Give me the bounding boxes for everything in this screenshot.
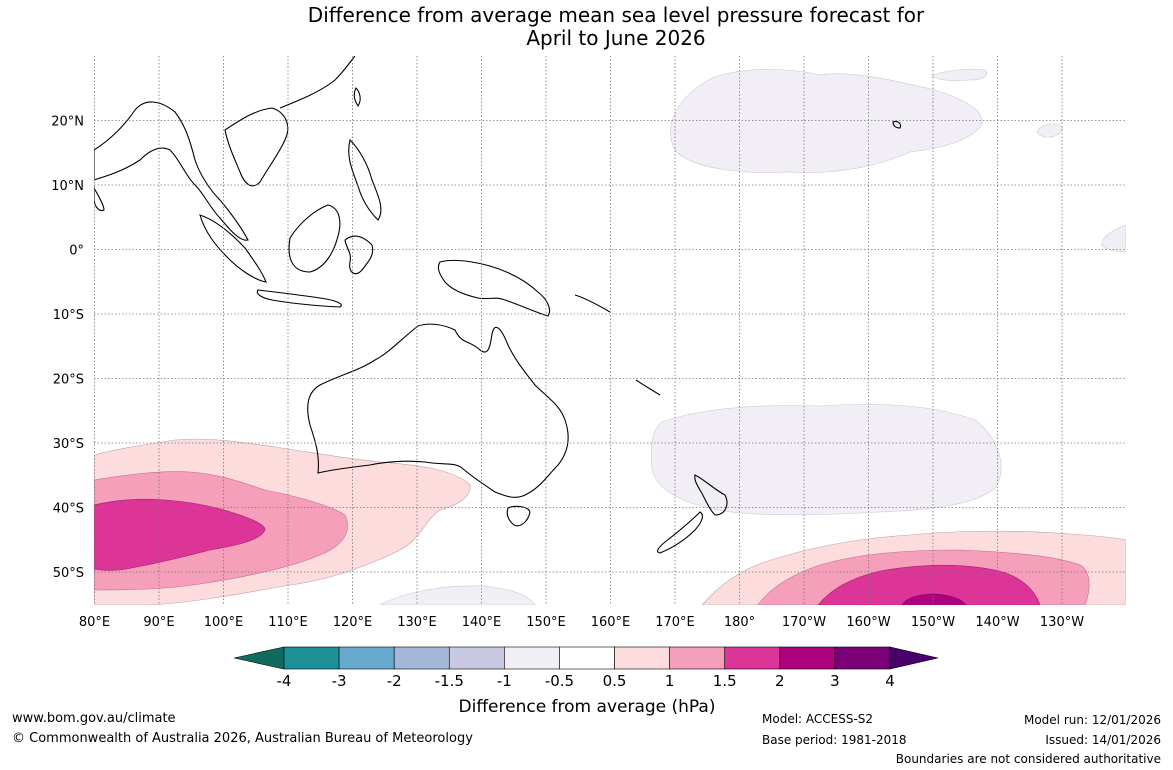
- colorbar-tick-label: 1: [665, 672, 675, 690]
- longitude-label: 150°E: [526, 615, 566, 630]
- colorbar-tick-label: 4: [885, 672, 895, 690]
- new-zealand-north-coastline: [694, 474, 728, 516]
- latitude-label: 50°S: [53, 566, 84, 581]
- colorbar-tick-label: 0.5: [603, 672, 627, 690]
- colorbar-tick-label: -2: [387, 672, 402, 690]
- longitude-label: 140°E: [462, 615, 502, 630]
- longitude-label: 110°E: [268, 615, 308, 630]
- boundaries-disclaimer: Boundaries are not considered authoritat…: [895, 752, 1161, 766]
- java-coastline: [256, 289, 342, 308]
- longitude-label: 160°E: [591, 615, 631, 630]
- indochina-coastline: [224, 107, 289, 187]
- latitude-label: 20°N: [51, 115, 84, 130]
- colorbar-tick-label: 2: [775, 672, 785, 690]
- colorbar-lower-extension: [233, 646, 285, 670]
- longitude-labels: 80°E 90°E 100°E 110°E 120°E 130°E 140°E 150°E 16…: [79, 615, 1084, 630]
- colorbar-swatch: [283, 646, 340, 670]
- coastlines: [94, 56, 902, 554]
- colorbar-swatch: [779, 646, 836, 670]
- latitude-label: 40°S: [53, 502, 84, 517]
- copyright-text: © Commonwealth of Australia 2026, Austra…: [12, 731, 473, 746]
- china-coastline: [279, 56, 356, 109]
- new-guinea-coastline: [437, 259, 551, 317]
- title-line-1: Difference from average mean sea level p…: [307, 3, 925, 27]
- colorbar-tick-label: 3: [830, 672, 840, 690]
- contour-indian-ocean-1.5: [94, 498, 266, 571]
- latitude-label: 30°S: [53, 437, 84, 452]
- sulawesi-coastline: [344, 235, 374, 275]
- title-line-2: April to June 2026: [526, 26, 706, 50]
- longitude-label: 140°W: [975, 615, 1019, 630]
- contour-small-negative: [1037, 123, 1063, 138]
- latitude-label: 0°: [69, 244, 84, 259]
- colorbar-swatch: [393, 646, 450, 670]
- contour-north-pacific-negative: [670, 69, 983, 173]
- colorbar-upper-extension: [889, 646, 939, 670]
- model-name: Model: ACCESS-S2: [762, 712, 874, 726]
- latitude-labels: 20°N 10°N 0° 10°S 20°S 30°S 40°S 50°S: [51, 115, 84, 582]
- asia-mainland-coastline: [94, 101, 249, 241]
- philippines-coastline: [348, 138, 382, 221]
- longitude-label: 180°: [724, 615, 755, 630]
- longitude-label: 170°W: [782, 615, 826, 630]
- longitude-label: 150°W: [911, 615, 955, 630]
- taiwan-coastline: [353, 87, 361, 107]
- model-run-date: Model run: 12/01/2026: [1023, 713, 1161, 727]
- longitude-label: 160°W: [846, 615, 890, 630]
- longitude-label: 130°W: [1040, 615, 1084, 630]
- longitude-label: 120°E: [333, 615, 373, 630]
- contour-dateline-negative: [651, 404, 1002, 516]
- solomon-islands-coastline: [574, 294, 611, 313]
- colorbar-tick-label: -3: [332, 672, 347, 690]
- colorbar-tick-label: -0.5: [545, 672, 574, 690]
- new-zealand-south-coastline: [656, 511, 704, 554]
- colorbar: -4 -3 -2 -1.5 -1 -0.5 0.5 1 1.5 2 3 4: [233, 646, 939, 690]
- longitude-label: 170°E: [655, 615, 695, 630]
- colorbar-swatch: [448, 646, 505, 670]
- colorbar-swatch: [338, 646, 395, 670]
- contour-south-pacific-1.5: [817, 564, 1041, 605]
- colorbar-tick-label: -4: [277, 672, 292, 690]
- contour-south-negative: [379, 585, 536, 605]
- colorbar-swatch: [669, 646, 726, 670]
- anomaly-contours: [94, 68, 1126, 605]
- map-title: Difference from average mean sea level p…: [0, 4, 1173, 50]
- graticule: [94, 56, 1126, 605]
- colorbar-tick-label: 1.5: [713, 672, 737, 690]
- contour-south-pacific-2: [901, 593, 967, 605]
- issued-date: Issued: 14/01/2026: [1045, 733, 1161, 747]
- colorbar-swatch: [834, 646, 891, 670]
- latitude-label: 10°N: [51, 179, 84, 194]
- latitude-label: 10°S: [53, 308, 84, 323]
- colorbar-swatch: [614, 646, 670, 670]
- longitude-label: 100°E: [204, 615, 244, 630]
- contour-hawaii-negative: [931, 68, 988, 81]
- longitude-label: 80°E: [79, 615, 110, 630]
- colorbar-tick-label: -1.5: [435, 672, 464, 690]
- colorbar-swatch: [504, 646, 560, 670]
- website-link[interactable]: www.bom.gov.au/climate: [12, 711, 176, 726]
- borneo-coastline: [288, 204, 341, 273]
- latitude-label: 20°S: [53, 373, 84, 388]
- contour-east-equator-negative: [1101, 224, 1126, 253]
- colorbar-swatch: [724, 646, 781, 670]
- hawaii-coastline: [892, 120, 902, 129]
- australia-coastline: [307, 323, 569, 498]
- colorbar-title: Difference from average (hPa): [459, 697, 716, 717]
- colorbar-tick-label: -1: [497, 672, 512, 690]
- longitude-label: 90°E: [143, 615, 174, 630]
- base-period: Base period: 1981-2018: [762, 733, 907, 747]
- longitude-label: 130°E: [397, 615, 437, 630]
- sumatra-coastline: [199, 214, 267, 283]
- sri-lanka-coastline: [94, 186, 105, 212]
- tasmania-coastline: [506, 505, 531, 527]
- colorbar-swatch: [559, 646, 615, 670]
- new-caledonia-coastline: [635, 379, 661, 396]
